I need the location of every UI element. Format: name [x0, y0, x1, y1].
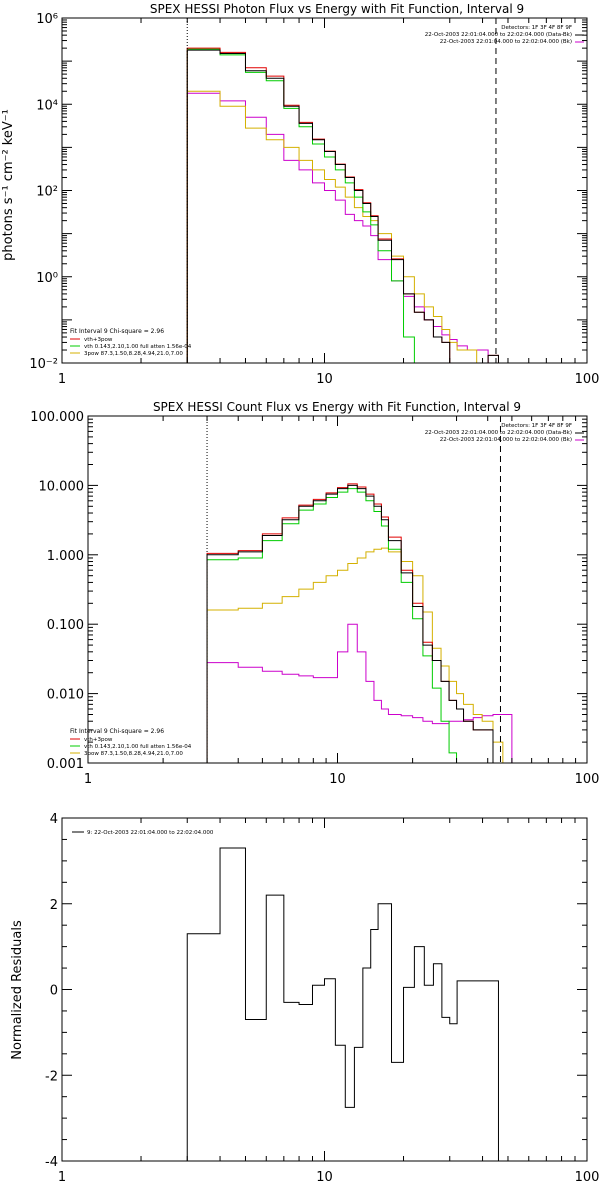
photon-ytick-label: 10²: [36, 185, 58, 200]
photon-legend-vth-label: vth 0.143,2.10,1.00 full atten 1.56e-04: [84, 344, 192, 350]
photon-xtick-label: 10: [316, 372, 333, 387]
residuals-series-0: [186, 847, 499, 1161]
photon-xtick-label: 1: [58, 372, 66, 387]
residuals-xtick-label: 1: [58, 1170, 66, 1185]
count-xtick-label: 1: [84, 772, 92, 787]
photon-vlines: [186, 18, 497, 363]
photon-legend-bottom: Fit Interval 9 Chi-square = 2.96 vth+3po…: [70, 328, 192, 357]
count-chart-title: SPEX HESSI Count Flux vs Energy with Fit…: [153, 400, 521, 414]
photon-axes: 1 10 100 10⁻² 10⁰ 10² 10⁴ 10⁶: [29, 12, 599, 387]
count-ytick-label: 1.000: [47, 549, 84, 564]
photon-series-2: [186, 48, 499, 363]
count-flux-chart: SPEX HESSI Count Flux vs Energy with Fit…: [30, 400, 599, 787]
count-series-0: [206, 484, 512, 763]
residuals-ytick-label: 2: [50, 898, 58, 913]
photon-legend-detectors: Detectors: 1F 3F 4F 8F 9F: [501, 25, 572, 31]
count-ytick-label: 0.001: [47, 757, 84, 772]
residuals-ylabel: Normalized Residuals: [10, 920, 25, 1060]
count-legend-3pow-label: 3pow 87.3,1.50,8.28,4.94,21.0,7.00: [84, 751, 183, 757]
count-series-4: [206, 623, 513, 763]
photon-ytick-label: 10⁴: [36, 98, 58, 113]
count-ytick-label: 0.010: [47, 688, 84, 703]
residuals-ytick-label: -2: [45, 1069, 58, 1084]
count-legend-top: Detectors: 1F 3F 4F 8F 9F 22-Oct-2003 22…: [425, 423, 584, 443]
photon-flux-chart: SPEX HESSI Photon Flux vs Energy with Fi…: [1, 2, 599, 387]
residuals-ytick-label: 4: [50, 812, 58, 827]
count-xtick-label: 10: [329, 772, 346, 787]
count-vlines: [206, 416, 501, 763]
photon-legend-databk-label: 22-Oct-2003 22:01:04.000 to 22:02:04.000…: [425, 32, 572, 38]
count-ytick-label: 0.100: [47, 618, 84, 633]
photon-legend-fit-label: vth+3pow: [84, 337, 113, 343]
photon-legend-3pow-label: 3pow 87.3,1.50,8.28,4.94,21.0,7.00: [84, 351, 183, 357]
count-axes: 1 10 100 0.001 0.010 0.100 1.000 10.000 100.000: [30, 410, 599, 787]
photon-chart-title: SPEX HESSI Photon Flux vs Energy with Fi…: [150, 2, 524, 16]
photon-legend-bk-label: 22-Oct-2003 22:01:04.000 to 22:02:04.000…: [440, 39, 572, 45]
residuals-xtick-label: 100: [575, 1170, 600, 1185]
count-legend-detectors: Detectors: 1F 3F 4F 8F 9F: [501, 423, 572, 429]
residuals-legend-label: 9: 22-Oct-2003 22:01:04.000 to 22:02:04.…: [87, 830, 214, 836]
count-legend-bk-label: 22-Oct-2003 22:01:04.000 to 22:02:04.000…: [440, 437, 572, 443]
photon-series-layer: [186, 47, 499, 363]
count-legend-vth-label: vth 0.143,2.10,1.00 full atten 1.56e-04: [84, 744, 192, 750]
photon-series-0: [186, 49, 499, 363]
residuals-legend: 9: 22-Oct-2003 22:01:04.000 to 22:02:04.…: [72, 830, 214, 836]
residuals-ytick-label: -4: [45, 1155, 58, 1170]
photon-xtick-label: 100: [575, 372, 600, 387]
photon-ytick-label: 10⁻²: [29, 357, 58, 372]
photon-ytick-label: 10⁰: [36, 271, 58, 286]
count-series-layer: [206, 483, 513, 763]
residuals-xtick-label: 10: [316, 1170, 333, 1185]
count-legend-fit-header: Fit Interval 9 Chi-square = 2.96: [70, 728, 164, 735]
photon-chart-ylabel: photons s⁻¹ cm⁻² keV⁻¹: [1, 109, 16, 261]
count-ytick-label: 100.000: [30, 410, 84, 425]
count-legend-databk-label: 22-Oct-2003 22:01:04.000 to 22:02:04.000…: [425, 430, 572, 436]
count-legend-bottom: Fit Interval 9 Chi-square = 2.96 vth+3po…: [70, 728, 192, 757]
count-series-2: [206, 488, 512, 763]
residuals-axes: 1 10 100 -4 -2 0 2 4: [45, 812, 599, 1185]
photon-legend-fit-header: Fit Interval 9 Chi-square = 2.96: [70, 328, 164, 335]
count-ytick-label: 10.000: [39, 479, 85, 494]
residuals-series-layer: [186, 847, 499, 1161]
photon-ytick-label: 10⁶: [36, 12, 58, 27]
photon-legend-top: Detectors: 1F 3F 4F 8F 9F 22-Oct-2003 22…: [425, 25, 584, 45]
residuals-chart: Normalized Residuals 1 10 100 -4 -2 0 2 4 9: 22…: [10, 812, 599, 1185]
count-legend-fit-label: vth+3pow: [84, 737, 113, 743]
count-xtick-label: 100: [575, 772, 600, 787]
residuals-ytick-label: 0: [50, 984, 58, 999]
